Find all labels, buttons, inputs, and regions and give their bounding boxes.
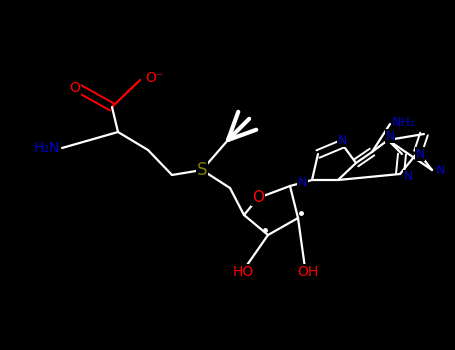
Text: OH: OH: [298, 265, 318, 279]
Text: NH₂: NH₂: [392, 116, 416, 128]
Text: N: N: [404, 170, 414, 183]
Text: N: N: [415, 147, 425, 161]
Text: N: N: [337, 133, 347, 147]
Text: N: N: [298, 175, 307, 189]
Text: O⁻: O⁻: [145, 71, 163, 85]
Text: N: N: [436, 163, 445, 176]
Text: H₂N: H₂N: [34, 141, 60, 155]
Text: HO: HO: [233, 265, 253, 279]
Text: O: O: [70, 81, 81, 95]
Text: N: N: [385, 130, 394, 142]
Text: O: O: [252, 190, 264, 205]
Text: S: S: [197, 161, 207, 179]
